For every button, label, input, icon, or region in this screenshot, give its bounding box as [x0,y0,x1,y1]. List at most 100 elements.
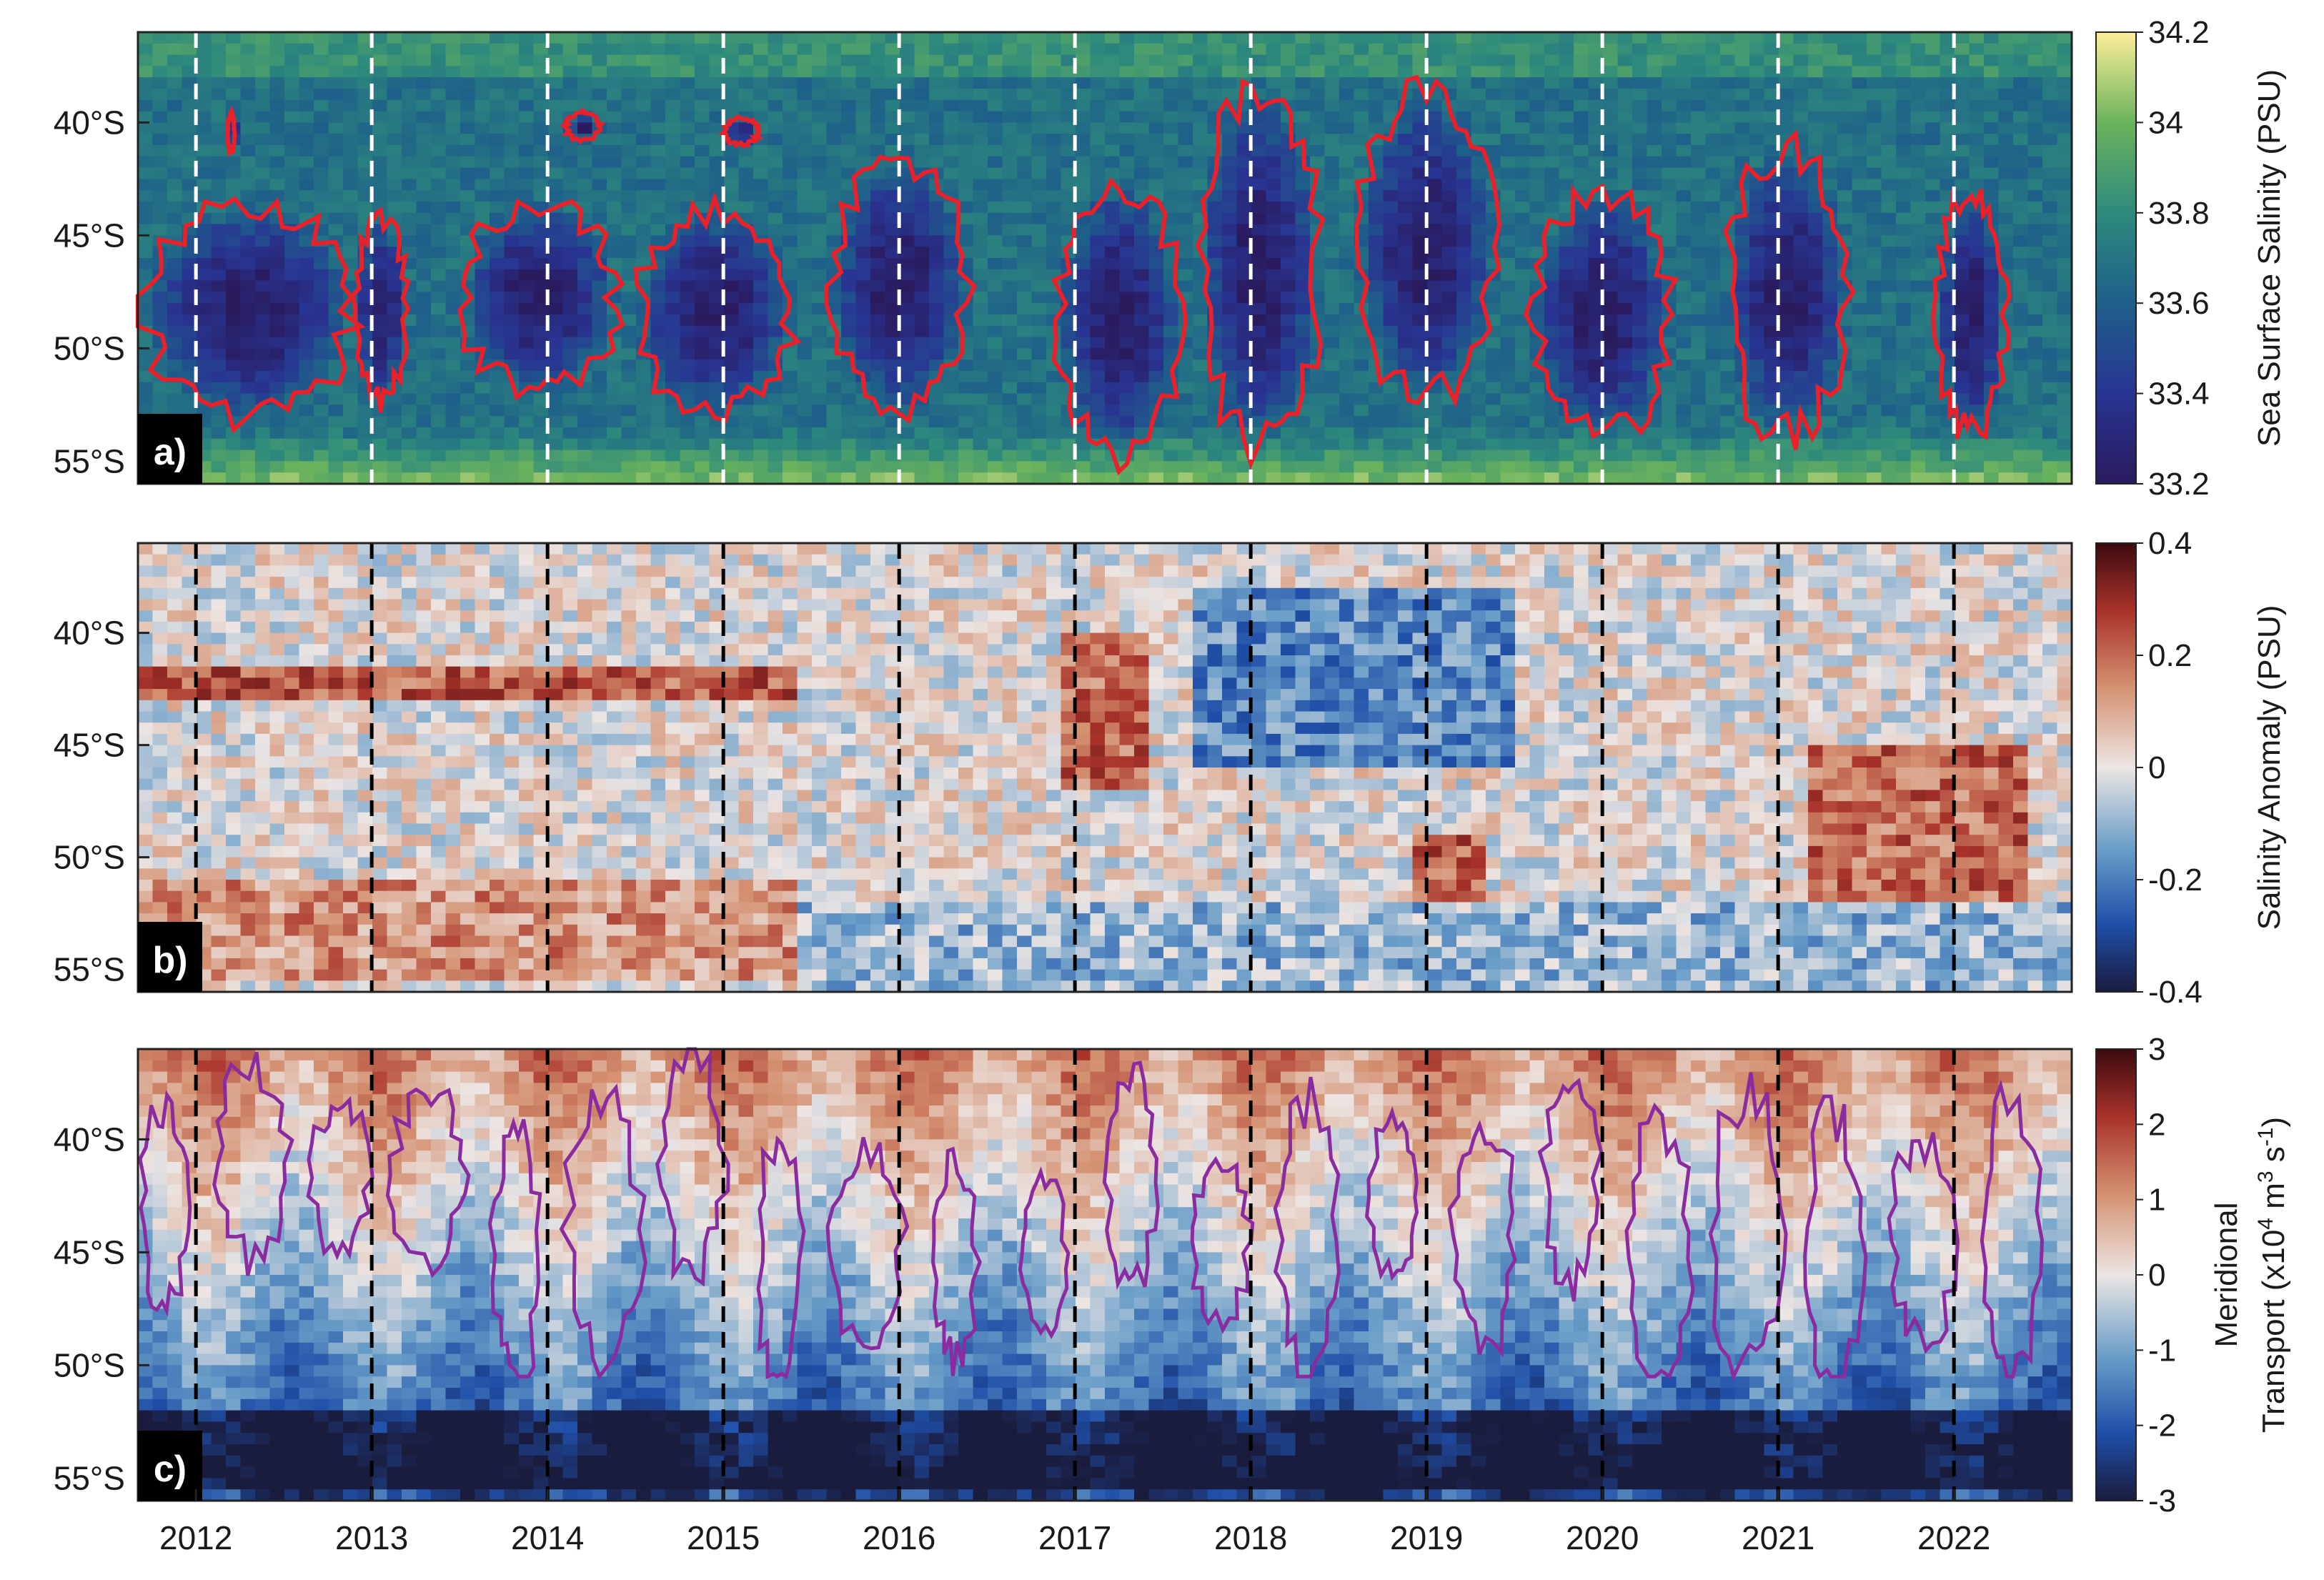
heat-cell [1940,99,1955,112]
heat-cell [562,269,578,282]
heat-cell [1105,258,1121,270]
heat-cell [1251,43,1267,56]
heat-cell [1617,348,1633,360]
heat-cell [1500,190,1516,202]
heat-cell [1017,371,1033,383]
heat-cell [870,111,886,124]
heat-cell [797,371,813,383]
heat-cell [1398,461,1414,473]
heat-cell [988,156,1003,169]
heat-cell [826,77,842,89]
heat-cell [1822,190,1838,202]
heat-cell [1193,77,1208,89]
heat-cell [1354,404,1369,417]
heat-cell [372,258,388,270]
heat-cell [724,89,740,101]
heat-cell [533,438,549,451]
heat-cell [1867,235,1882,247]
heat-cell [372,190,388,202]
heat-cell [1852,371,1867,383]
heat-cell [577,32,593,44]
heat-cell [284,325,300,338]
heat-cell [900,371,915,383]
heat-cell [1061,314,1076,327]
heat-cell [1603,449,1619,462]
heat-cell [1764,472,1779,485]
heat-cell [1837,77,1853,89]
heat-cell [943,224,959,237]
heat-cell [240,43,256,56]
heat-cell [1925,461,1941,473]
heat-cell [357,449,373,462]
heat-cell [1441,77,1457,89]
heat-cell [680,438,695,451]
heat-cell [1251,404,1267,417]
heat-cell [900,382,915,394]
heat-cell [1632,359,1648,372]
heat-cell [1324,314,1340,327]
heat-cell [621,292,637,304]
heat-cell [562,280,578,293]
heat-cell [885,77,900,89]
heat-cell [328,77,344,89]
heat-cell [1295,325,1311,338]
heat-cell [1896,111,1912,124]
heat-cell [783,66,798,78]
heat-cell [1617,438,1633,451]
heat-cell [988,66,1003,78]
heat-cell [607,472,622,485]
heat-cell [1236,54,1252,67]
heat-cell [1076,449,1091,462]
heat-cell [1574,89,1589,101]
heat-cell [416,359,432,372]
heat-cell [167,382,183,394]
heat-cell [1691,438,1707,451]
heat-cell [1647,449,1662,462]
heat-cell [1544,461,1560,473]
heat-cell [1266,393,1281,406]
heat-cell [1324,89,1340,101]
heat-cell [1193,348,1208,360]
heat-cell [519,145,535,157]
heat-cell [1925,247,1941,259]
heat-cell [152,179,168,191]
heat-cell [1281,269,1296,282]
heat-cell [299,325,314,338]
heat-cell [1603,99,1619,112]
heat-cell [1046,156,1062,169]
heat-cell [943,77,959,89]
heat-cell [431,32,447,44]
heat-cell [621,472,637,485]
heat-cell [1603,145,1619,157]
heat-cell [1632,77,1648,89]
heat-cell [1002,472,1018,485]
heat-cell [1837,438,1853,451]
heat-cell [900,472,915,485]
heat-cell [1354,167,1369,180]
heat-cell [167,314,183,327]
heat-cell [519,371,535,383]
heat-cell [826,292,842,304]
heat-cell [1076,359,1091,372]
heat-cell [1046,111,1062,124]
heat-cell [841,404,857,417]
heat-cell [592,427,607,439]
heat-cell [1222,258,1238,270]
heat-cell [1720,202,1736,214]
heat-cell [416,167,432,180]
heat-cell [1691,190,1707,202]
heat-cell [1354,393,1369,406]
heat-cell [211,156,227,169]
heat-cell [855,404,871,417]
heat-cell [445,190,461,202]
heat-cell [562,382,578,394]
heat-cell [1822,258,1838,270]
heat-cell [855,89,871,101]
heat-cell [1163,202,1179,214]
heat-cell [607,212,622,225]
heat-cell [504,258,520,270]
heat-cell [197,280,212,293]
heat-cell [1105,122,1121,134]
heat-cell [1603,438,1619,451]
heat-cell [1046,224,1062,237]
